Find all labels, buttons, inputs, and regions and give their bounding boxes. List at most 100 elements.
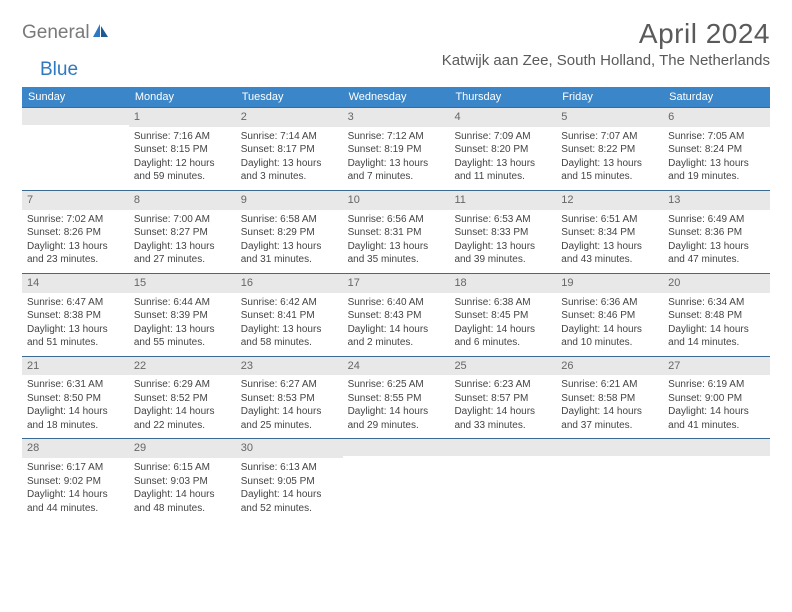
day-info: Sunrise: 6:36 AMSunset: 8:46 PMDaylight:…	[560, 296, 659, 350]
day-info-line: and 10 minutes.	[561, 336, 658, 350]
day-info-line: Daylight: 13 hours	[561, 240, 658, 254]
day-info: Sunrise: 6:53 AMSunset: 8:33 PMDaylight:…	[453, 213, 552, 267]
day-info-line: and 23 minutes.	[27, 253, 124, 267]
day-info: Sunrise: 6:25 AMSunset: 8:55 PMDaylight:…	[347, 378, 446, 432]
day-info-line: Sunset: 9:02 PM	[27, 475, 124, 489]
day-info-line: Sunrise: 6:58 AM	[241, 213, 338, 227]
day-info-line: Daylight: 13 hours	[348, 240, 445, 254]
day-info-line: Sunset: 8:15 PM	[134, 143, 231, 157]
day-cell	[343, 439, 450, 521]
dow-row: SundayMondayTuesdayWednesdayThursdayFrid…	[22, 87, 770, 107]
empty-day-number	[449, 439, 556, 456]
day-info-line: and 22 minutes.	[134, 419, 231, 433]
day-info-line: Sunrise: 6:31 AM	[27, 378, 124, 392]
day-info-line: Sunset: 8:58 PM	[561, 392, 658, 406]
day-info-line: Sunset: 8:29 PM	[241, 226, 338, 240]
day-number: 29	[129, 439, 236, 458]
day-cell: 21Sunrise: 6:31 AMSunset: 8:50 PMDayligh…	[22, 357, 129, 439]
day-info-line: Sunset: 8:57 PM	[454, 392, 551, 406]
day-info: Sunrise: 7:07 AMSunset: 8:22 PMDaylight:…	[560, 130, 659, 184]
day-info-line: Daylight: 14 hours	[134, 488, 231, 502]
day-number: 28	[22, 439, 129, 458]
week-row: 21Sunrise: 6:31 AMSunset: 8:50 PMDayligh…	[22, 356, 770, 439]
day-info-line: Daylight: 13 hours	[241, 323, 338, 337]
day-info-line: Sunset: 8:39 PM	[134, 309, 231, 323]
day-info-line: Daylight: 13 hours	[27, 323, 124, 337]
day-info: Sunrise: 6:23 AMSunset: 8:57 PMDaylight:…	[453, 378, 552, 432]
day-info: Sunrise: 7:02 AMSunset: 8:26 PMDaylight:…	[26, 213, 125, 267]
day-cell: 4 Sunrise: 7:09 AMSunset: 8:20 PMDaylight…	[449, 108, 556, 190]
day-info-line: Daylight: 13 hours	[134, 323, 231, 337]
day-cell: 12Sunrise: 6:51 AMSunset: 8:34 PMDayligh…	[556, 191, 663, 273]
day-cell: 24Sunrise: 6:25 AMSunset: 8:55 PMDayligh…	[343, 357, 450, 439]
day-info-line: Sunrise: 6:29 AM	[134, 378, 231, 392]
day-cell: 23Sunrise: 6:27 AMSunset: 8:53 PMDayligh…	[236, 357, 343, 439]
day-number: 19	[556, 274, 663, 293]
day-info: Sunrise: 6:58 AMSunset: 8:29 PMDaylight:…	[240, 213, 339, 267]
day-cell: 11Sunrise: 6:53 AMSunset: 8:33 PMDayligh…	[449, 191, 556, 273]
day-info-line: Sunset: 8:48 PM	[668, 309, 765, 323]
day-info-line: Daylight: 13 hours	[668, 240, 765, 254]
logo-text-second: Blue	[22, 59, 78, 81]
day-cell: 22Sunrise: 6:29 AMSunset: 8:52 PMDayligh…	[129, 357, 236, 439]
day-info-line: and 48 minutes.	[134, 502, 231, 516]
day-cell	[22, 108, 129, 190]
dow-cell: Friday	[556, 87, 663, 107]
logo: General	[22, 18, 112, 44]
day-info-line: and 35 minutes.	[348, 253, 445, 267]
day-info: Sunrise: 6:34 AMSunset: 8:48 PMDaylight:…	[667, 296, 766, 350]
day-info-line: Daylight: 14 hours	[241, 488, 338, 502]
day-info-line: and 29 minutes.	[348, 419, 445, 433]
day-number: 4	[449, 108, 556, 127]
day-info-line: Daylight: 14 hours	[134, 405, 231, 419]
day-info-line: and 15 minutes.	[561, 170, 658, 184]
day-info-line: Sunset: 9:03 PM	[134, 475, 231, 489]
day-number: 14	[22, 274, 129, 293]
logo-text-first: General	[22, 22, 90, 44]
day-info-line: and 58 minutes.	[241, 336, 338, 350]
dow-cell: Tuesday	[236, 87, 343, 107]
day-number: 15	[129, 274, 236, 293]
day-cell: 5 Sunrise: 7:07 AMSunset: 8:22 PMDaylight…	[556, 108, 663, 190]
day-info-line: Sunset: 8:46 PM	[561, 309, 658, 323]
day-info-line: and 25 minutes.	[241, 419, 338, 433]
day-info-line: Daylight: 14 hours	[668, 405, 765, 419]
day-info-line: Sunrise: 6:40 AM	[348, 296, 445, 310]
location: Katwijk aan Zee, South Holland, The Neth…	[442, 52, 770, 69]
weeks-container: 1Sunrise: 7:16 AMSunset: 8:15 PMDaylight…	[22, 107, 770, 521]
dow-cell: Sunday	[22, 87, 129, 107]
day-info-line: Daylight: 14 hours	[348, 323, 445, 337]
day-cell	[556, 439, 663, 521]
day-info-line: Daylight: 13 hours	[348, 157, 445, 171]
day-info-line: Sunrise: 6:17 AM	[27, 461, 124, 475]
day-info: Sunrise: 6:40 AMSunset: 8:43 PMDaylight:…	[347, 296, 446, 350]
day-info: Sunrise: 6:17 AMSunset: 9:02 PMDaylight:…	[26, 461, 125, 515]
day-info: Sunrise: 6:51 AMSunset: 8:34 PMDaylight:…	[560, 213, 659, 267]
day-info: Sunrise: 6:31 AMSunset: 8:50 PMDaylight:…	[26, 378, 125, 432]
day-number: 17	[343, 274, 450, 293]
day-info-line: Sunset: 8:55 PM	[348, 392, 445, 406]
day-cell: 16Sunrise: 6:42 AMSunset: 8:41 PMDayligh…	[236, 274, 343, 356]
day-cell	[449, 439, 556, 521]
day-number: 5	[556, 108, 663, 127]
day-info-line: Sunrise: 7:16 AM	[134, 130, 231, 144]
day-info: Sunrise: 7:09 AMSunset: 8:20 PMDaylight:…	[453, 130, 552, 184]
dow-cell: Monday	[129, 87, 236, 107]
day-info-line: Sunset: 8:22 PM	[561, 143, 658, 157]
day-info-line: and 14 minutes.	[668, 336, 765, 350]
day-info-line: Sunrise: 7:02 AM	[27, 213, 124, 227]
dow-cell: Thursday	[449, 87, 556, 107]
day-info-line: and 19 minutes.	[668, 170, 765, 184]
day-info-line: Sunrise: 7:05 AM	[668, 130, 765, 144]
day-info-line: Daylight: 13 hours	[454, 240, 551, 254]
day-info-line: and 18 minutes.	[27, 419, 124, 433]
day-info: Sunrise: 6:27 AMSunset: 8:53 PMDaylight:…	[240, 378, 339, 432]
empty-day-number	[663, 439, 770, 456]
day-cell: 18Sunrise: 6:38 AMSunset: 8:45 PMDayligh…	[449, 274, 556, 356]
day-info-line: Sunset: 8:41 PM	[241, 309, 338, 323]
day-info-line: Sunrise: 6:19 AM	[668, 378, 765, 392]
day-info-line: Daylight: 13 hours	[134, 240, 231, 254]
day-cell: 9Sunrise: 6:58 AMSunset: 8:29 PMDaylight…	[236, 191, 343, 273]
empty-day-number	[556, 439, 663, 456]
day-info-line: Sunrise: 6:53 AM	[454, 213, 551, 227]
